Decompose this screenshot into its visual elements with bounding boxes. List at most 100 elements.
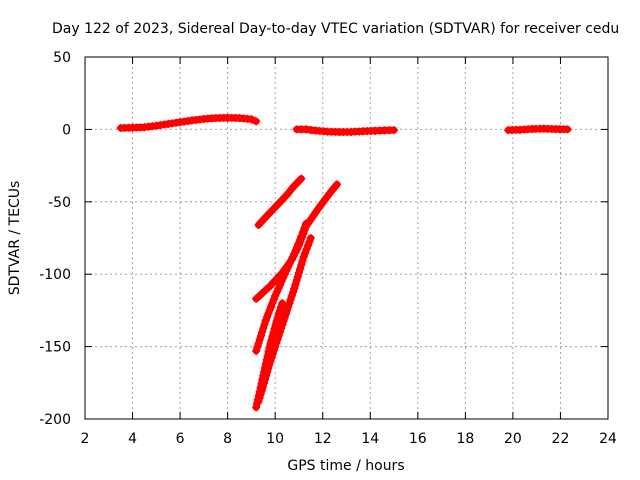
data-point: [281, 310, 290, 319]
data-point: [254, 397, 263, 406]
data-point: [287, 291, 296, 300]
data-point: [274, 310, 283, 319]
data-point: [332, 180, 341, 189]
data-point: [265, 360, 274, 369]
data-point: [302, 245, 311, 254]
data-point: [268, 349, 277, 358]
data-point: [306, 234, 315, 242]
data-point: [255, 393, 264, 402]
data-point: [271, 291, 280, 300]
data-point: [272, 288, 281, 297]
data-point: [263, 368, 272, 377]
x-tick-label: 4: [128, 431, 137, 447]
data-point: [259, 379, 268, 388]
data-point: [278, 299, 287, 308]
data-point: [290, 249, 299, 258]
data-point: [267, 302, 276, 311]
x-tick-label: 22: [552, 431, 570, 447]
data-point: [284, 302, 293, 311]
data-point: [252, 346, 261, 355]
data-point: [289, 288, 298, 297]
plot-frame: [84, 56, 609, 420]
data-point: [255, 335, 264, 344]
data-point: [258, 382, 267, 391]
data-point: [286, 295, 295, 304]
data-point: [258, 327, 267, 336]
data-point: [275, 328, 284, 337]
data-point: [278, 320, 287, 329]
x-tick-label: 12: [314, 431, 332, 447]
data-point: [261, 375, 270, 384]
data-point: [390, 126, 399, 135]
data-point: [253, 343, 262, 352]
data-point: [296, 264, 305, 273]
data-point: [266, 357, 275, 366]
data-point: [283, 306, 292, 315]
x-tick-label: 24: [599, 431, 617, 447]
x-tick-label: 14: [361, 431, 379, 447]
data-point: [273, 313, 282, 322]
data-point: [293, 242, 302, 251]
x-tick-label: 6: [176, 431, 185, 447]
data-point: [300, 223, 309, 232]
x-tick-label: 2: [81, 431, 90, 447]
data-point: [303, 241, 312, 250]
data-point: [295, 236, 304, 245]
data-point: [272, 338, 281, 347]
data-point: [257, 386, 266, 395]
data-point: [275, 306, 284, 315]
data-point: [252, 117, 261, 126]
grid-layer: [85, 57, 608, 419]
data-point: [262, 371, 271, 380]
data-point: [290, 284, 299, 293]
data-point: [274, 284, 283, 293]
data-point: [305, 237, 314, 246]
data-point: [264, 309, 273, 318]
y-tick-label: 0: [62, 122, 71, 138]
data-point: [279, 273, 288, 282]
data-point: [263, 313, 272, 322]
data-point: [269, 295, 278, 304]
data-point: [285, 299, 294, 308]
y-tick-label: -100: [39, 267, 71, 283]
y-axis-label: SDTVAR / TECUs: [7, 181, 23, 296]
data-point: [302, 219, 311, 228]
data-point: [273, 335, 282, 344]
data-point: [279, 317, 288, 326]
y-tick-label: -150: [39, 340, 71, 356]
data-point: [264, 364, 273, 373]
data-point: [292, 276, 301, 285]
data-point: [299, 252, 308, 261]
series-track-4-band: [255, 175, 305, 229]
data-point: [260, 320, 269, 329]
data-point: [272, 317, 281, 326]
data-point: [271, 342, 280, 351]
data-point: [247, 115, 256, 124]
data-point: [563, 125, 572, 134]
data-point: [252, 403, 261, 412]
x-tick-label: 8: [223, 431, 232, 447]
data-point: [268, 298, 277, 307]
data-point: [261, 316, 270, 325]
data-point: [277, 302, 286, 311]
data-point: [269, 346, 278, 355]
data-point: [293, 272, 302, 281]
chart-title: Day 122 of 2023, Sidereal Day-to-day VTE…: [52, 21, 619, 37]
data-point: [297, 260, 306, 269]
data-point: [297, 174, 306, 183]
data-layer: [116, 113, 572, 412]
data-point: [267, 353, 276, 362]
data-point: [294, 268, 303, 277]
data-point: [291, 246, 300, 255]
data-point: [298, 228, 307, 237]
data-point: [301, 249, 310, 258]
data-point: [254, 339, 263, 348]
y-tick-label: -50: [48, 195, 71, 211]
data-point: [256, 331, 265, 340]
x-tick-label: 18: [456, 431, 474, 447]
data-point: [277, 277, 286, 286]
data-point: [259, 324, 268, 333]
